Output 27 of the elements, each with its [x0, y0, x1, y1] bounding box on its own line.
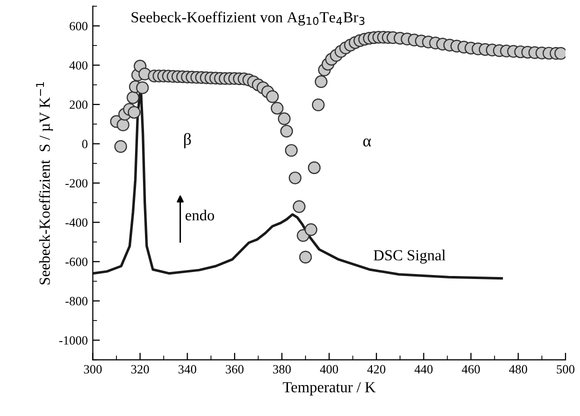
- y-tick-label: -200: [65, 179, 88, 188]
- x-tick-label: 300: [84, 365, 102, 374]
- x-tick-label: 460: [462, 365, 480, 374]
- y-tick-label: 0: [82, 140, 88, 148]
- y-tick-label: 200: [70, 100, 88, 109]
- y-tick-label: -400: [65, 218, 88, 227]
- x-tick-label: 440: [414, 365, 433, 374]
- x-tick-label: 480: [509, 365, 528, 374]
- annotation: β: [184, 132, 191, 148]
- x-tick-label: 340: [178, 365, 196, 374]
- y-tick-label: -600: [65, 258, 88, 266]
- y-tick-label: -800: [65, 296, 88, 306]
- x-tick-label: 360: [226, 365, 244, 374]
- y-tick-label: -1000: [59, 336, 88, 345]
- x-tick-label: 400: [320, 365, 338, 374]
- x-tick-label: 380: [273, 365, 291, 374]
- annotation: α: [363, 138, 371, 147]
- x-tick-label: 500: [556, 365, 574, 374]
- annotation: endo: [186, 210, 214, 220]
- y-tick-label: 600: [70, 22, 88, 30]
- x-tick-label: 420: [367, 365, 386, 374]
- x-tick-label: 320: [131, 365, 149, 374]
- y-tick-label: 400: [69, 61, 88, 70]
- series-label: DSC Signal: [374, 250, 446, 264]
- chart-title: Seebeck-Koeffizient von Ag$_{10}$Te$_{4}$Br$_{3}$: [132, 12, 364, 26]
- y-axis-title: Seebeck-Koeffizient S / µV K$^{−1}$: [36, 82, 54, 284]
- x-axis-title: Temperatur / K: [282, 382, 376, 396]
